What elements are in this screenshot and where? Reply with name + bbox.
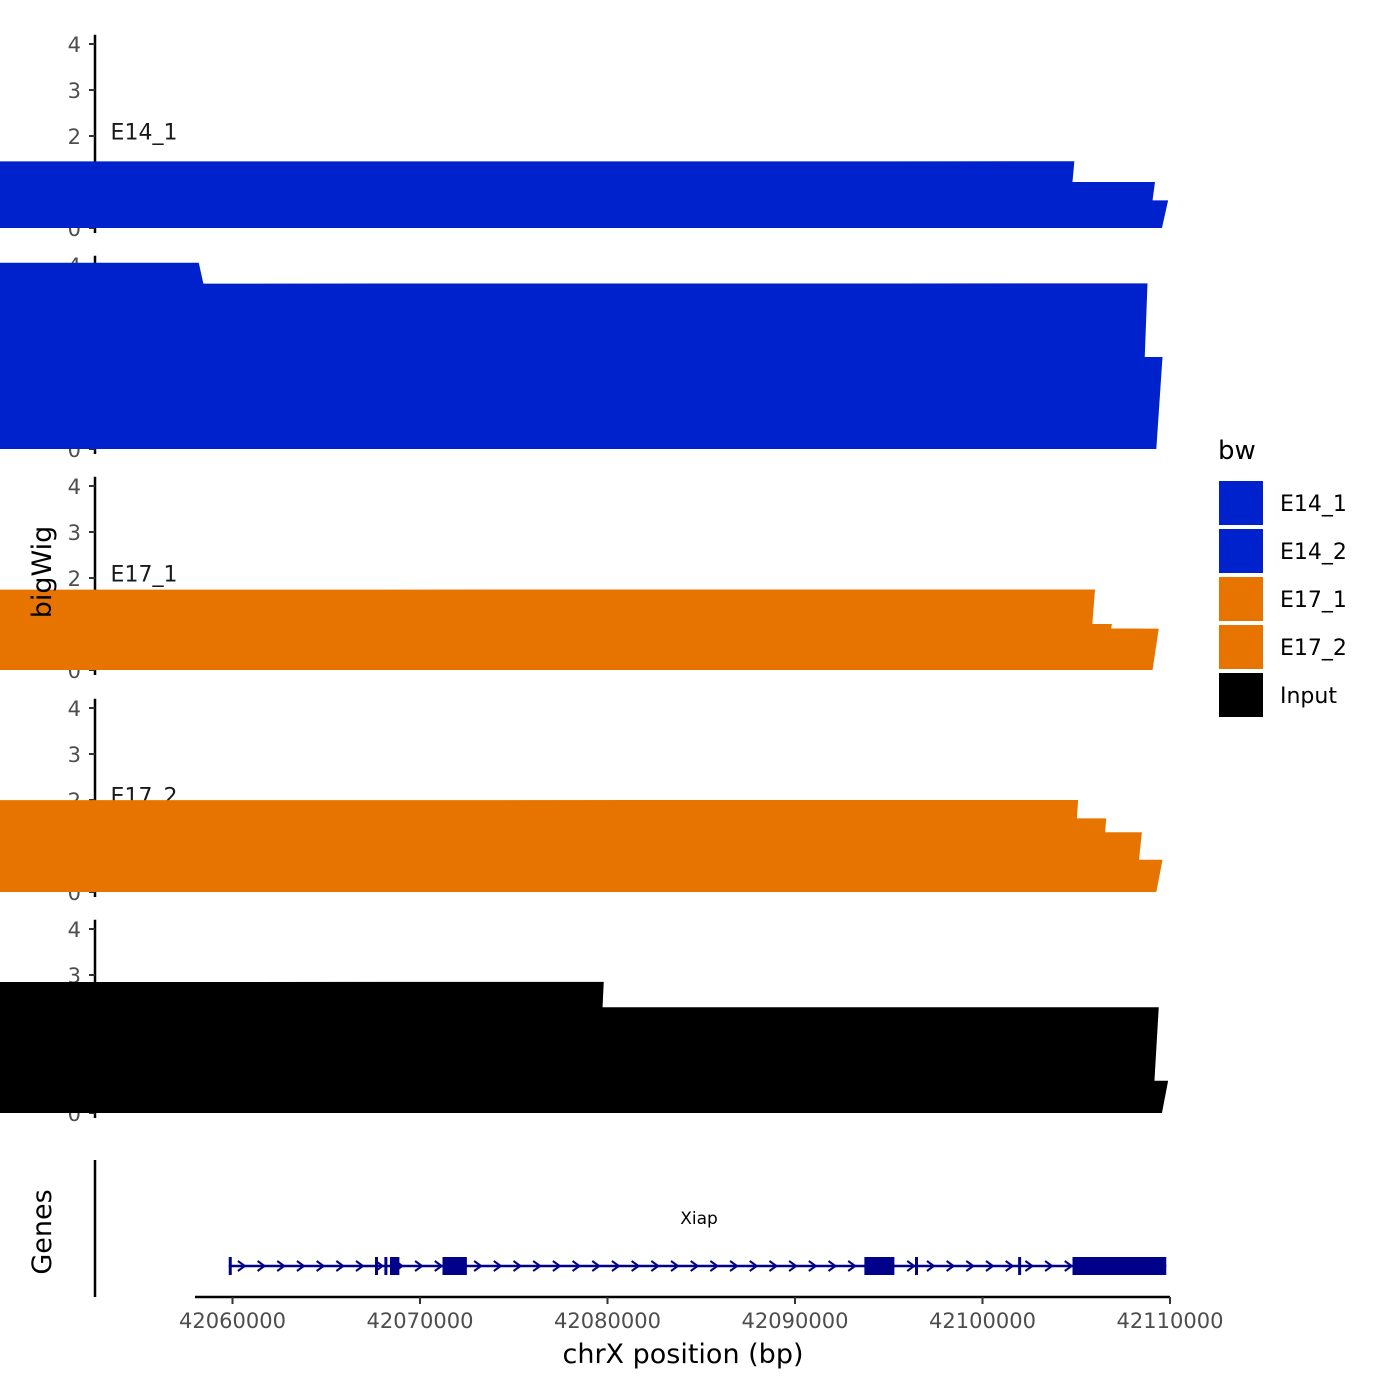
gene-exon bbox=[442, 1257, 467, 1275]
x-tick-label: 42090000 bbox=[742, 1309, 849, 1333]
legend-title: bw bbox=[1218, 436, 1256, 466]
strand-arrow bbox=[276, 1260, 286, 1272]
y-tick-label: 2 bbox=[68, 125, 81, 149]
gene-exon bbox=[1072, 1257, 1167, 1275]
legend-key bbox=[1217, 671, 1265, 719]
strand-arrow bbox=[296, 1260, 306, 1272]
signal-peak bbox=[0, 859, 1163, 892]
strand-arrow bbox=[493, 1260, 503, 1272]
y-axis-title: bigWig bbox=[27, 526, 58, 619]
gene-exon bbox=[877, 1257, 895, 1275]
strand-arrow bbox=[355, 1260, 365, 1272]
y-tick-label: 4 bbox=[68, 697, 81, 721]
track-label: E17_1 bbox=[111, 562, 178, 587]
y-tick-label: 3 bbox=[68, 743, 81, 767]
signal-peak bbox=[0, 357, 1163, 449]
y-tick-label: 3 bbox=[68, 79, 81, 103]
strand-arrow bbox=[946, 1260, 956, 1272]
signal-peak bbox=[0, 628, 1159, 670]
y-tick-label: 4 bbox=[68, 475, 81, 499]
strand-arrow bbox=[256, 1260, 267, 1272]
track-Input: 01234Input bbox=[0, 918, 1169, 1126]
strand-arrow bbox=[965, 1260, 976, 1272]
legend-label: Input bbox=[1280, 684, 1337, 709]
strand-arrow bbox=[808, 1260, 818, 1272]
strand-arrow bbox=[788, 1260, 798, 1272]
gene-exon bbox=[864, 1257, 878, 1275]
strand-arrow bbox=[571, 1260, 582, 1272]
track-E17_2: 01234E17_2 bbox=[0, 697, 1163, 905]
strand-arrow bbox=[532, 1260, 542, 1272]
track-E17_1: 01234E17_1 bbox=[0, 475, 1159, 683]
x-tick-label: 42110000 bbox=[1117, 1309, 1224, 1333]
strand-arrow bbox=[827, 1260, 838, 1272]
strand-arrow bbox=[1044, 1260, 1054, 1272]
x-axis-title: chrX position (bp) bbox=[562, 1339, 803, 1370]
track-E14_1: 01234E14_1 bbox=[0, 33, 1169, 241]
strand-arrow bbox=[591, 1260, 601, 1272]
y-tick-label: 4 bbox=[68, 918, 81, 942]
x-tick-label: 42060000 bbox=[179, 1309, 286, 1333]
x-tick-label: 42080000 bbox=[554, 1309, 661, 1333]
strand-arrow bbox=[768, 1260, 779, 1272]
strand-arrow bbox=[631, 1260, 641, 1272]
signal-peak bbox=[0, 200, 1169, 228]
strand-arrow bbox=[1005, 1260, 1015, 1272]
strand-arrow bbox=[434, 1260, 444, 1272]
legend: bw E14_1 E14_2 E17_1 E17_2 Input bbox=[1217, 436, 1347, 719]
gene-exon bbox=[390, 1257, 400, 1275]
legend-label: E17_2 bbox=[1280, 636, 1347, 661]
strand-arrow bbox=[335, 1260, 346, 1272]
strand-arrow bbox=[749, 1260, 759, 1272]
strand-arrow bbox=[847, 1260, 857, 1272]
legend-label: E17_1 bbox=[1280, 588, 1347, 613]
x-tick-label: 42100000 bbox=[929, 1309, 1036, 1333]
legend-key bbox=[1217, 575, 1265, 623]
strand-arrow bbox=[926, 1260, 936, 1272]
gene-name-label: Xiap bbox=[680, 1209, 718, 1229]
strand-arrow bbox=[512, 1260, 523, 1272]
gene-exon bbox=[384, 1257, 388, 1275]
strand-arrow bbox=[1064, 1260, 1074, 1272]
genes-track: Xiap bbox=[93, 1160, 1167, 1297]
genes-track-title: Genes bbox=[27, 1189, 58, 1274]
strand-arrow bbox=[670, 1260, 680, 1272]
strand-arrow bbox=[316, 1260, 326, 1272]
strand-arrow bbox=[237, 1260, 247, 1272]
strand-arrow bbox=[650, 1260, 661, 1272]
strand-arrow bbox=[709, 1260, 720, 1272]
strand-arrow bbox=[375, 1260, 385, 1272]
signal-tracks: 01234E14_101234E14_201234E17_101234E17_2… bbox=[0, 33, 1169, 1126]
signal-peak bbox=[0, 1080, 1169, 1113]
strand-arrow bbox=[690, 1260, 700, 1272]
strand-arrow bbox=[729, 1260, 739, 1272]
legend-key bbox=[1217, 623, 1265, 671]
strand-arrow bbox=[985, 1260, 995, 1272]
track-label: E14_1 bbox=[111, 120, 178, 145]
gene-exon bbox=[375, 1257, 378, 1275]
gene-exon bbox=[228, 1257, 232, 1275]
strand-arrow bbox=[1024, 1260, 1035, 1272]
y-tick-label: 4 bbox=[68, 33, 81, 57]
strand-arrow bbox=[611, 1260, 621, 1272]
gene-exon bbox=[915, 1257, 918, 1275]
legend-key bbox=[1217, 527, 1265, 575]
x-axis: 42060000 42070000 42080000 42090000 42100000… bbox=[179, 1295, 1224, 1333]
strand-arrow bbox=[414, 1260, 424, 1272]
x-tick-label: 42070000 bbox=[367, 1309, 474, 1333]
legend-label: E14_1 bbox=[1280, 492, 1347, 517]
strand-arrow bbox=[473, 1260, 483, 1272]
strand-arrow bbox=[552, 1260, 562, 1272]
legend-key bbox=[1217, 479, 1265, 527]
track-E14_2: 01234E14_2 bbox=[0, 254, 1163, 462]
y-tick-label: 2 bbox=[68, 567, 81, 591]
y-tick-label: 3 bbox=[68, 521, 81, 545]
gene-exon bbox=[1018, 1257, 1022, 1275]
legend-label: E14_2 bbox=[1280, 540, 1347, 565]
strand-arrow bbox=[906, 1260, 916, 1272]
